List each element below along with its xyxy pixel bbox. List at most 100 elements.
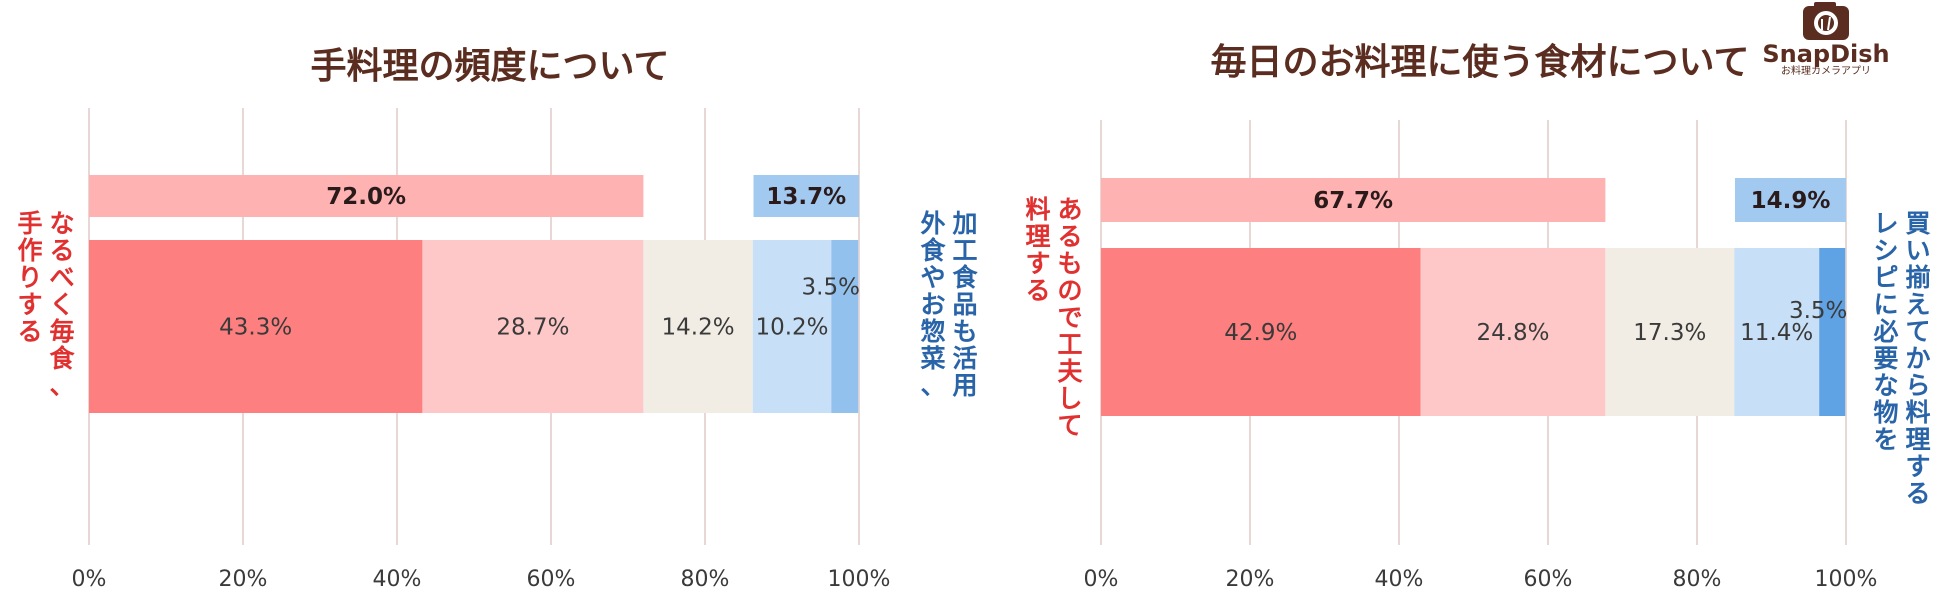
- left-label-char: く: [49, 290, 74, 319]
- right-label-char: 買: [1905, 209, 1930, 238]
- left-label-char: る: [49, 236, 74, 265]
- left-label-char: 理: [1025, 222, 1050, 251]
- right-label-char: に: [1873, 290, 1898, 319]
- left-label-char: る: [1057, 222, 1082, 251]
- left-label-char: 作: [17, 236, 42, 265]
- chart-title: 手料理の頻度について: [311, 46, 670, 87]
- left-label-char: 毎: [49, 317, 74, 346]
- segment-label: 17.3%: [1633, 320, 1706, 346]
- segment-label: 42.9%: [1224, 320, 1297, 346]
- stacked-bar: 42.9% 24.8% 17.3% 11.4%3.5%: [1101, 248, 1847, 416]
- snapdish-logo: SnapDish お料理カメラアプリ: [1762, 2, 1890, 77]
- left-label-char: て: [1057, 411, 1082, 440]
- right-label-char: や: [920, 263, 945, 292]
- bar-segment: [752, 240, 832, 413]
- bar-segment: [1605, 248, 1735, 416]
- right-label-char: ピ: [1873, 263, 1898, 292]
- left-label-char: す: [1025, 249, 1050, 278]
- summary-bars: 72.0% 13.7%: [89, 175, 859, 217]
- summary-label-left: 72.0%: [326, 184, 406, 210]
- right-label-char: 料: [1905, 398, 1930, 427]
- summary-bar-right: [753, 175, 859, 217]
- summary-label-left: 67.7%: [1313, 188, 1393, 214]
- right-label-char: か: [1905, 344, 1930, 373]
- right-label-char: 食: [920, 236, 946, 265]
- summary-bars: 67.7% 14.9%: [1101, 178, 1846, 222]
- x-tick-label: 20%: [219, 567, 268, 592]
- bar-segment: [1819, 248, 1846, 416]
- right-label-char: な: [1873, 371, 1898, 400]
- x-tick-label: 20%: [1226, 567, 1275, 592]
- left-label-char: 夫: [1057, 357, 1083, 386]
- left-label-char: の: [1057, 276, 1082, 305]
- left-label-char: 工: [1057, 330, 1082, 359]
- right-label-char: 揃: [1905, 263, 1930, 292]
- logo-tagline: お料理カメラアプリ: [1781, 64, 1871, 77]
- camera-icon: [1803, 2, 1849, 40]
- left-label-char: 料: [1025, 195, 1050, 224]
- bar-segment: [643, 240, 753, 413]
- right-label-char: 工: [952, 236, 977, 265]
- x-tick-label: 80%: [1673, 567, 1722, 592]
- bar-segment: [1101, 248, 1421, 416]
- right-label-char: レ: [1873, 209, 1898, 238]
- right-label-char: 用: [952, 371, 977, 400]
- right-label-char: シ: [1873, 236, 1898, 265]
- left-label-char: で: [1057, 303, 1082, 332]
- left-label-char: る: [1025, 276, 1050, 305]
- right-label-char: 理: [1905, 425, 1930, 454]
- chart-title: 毎日のお料理に使う食材について: [1211, 42, 1750, 83]
- right-label-char: 外: [920, 209, 945, 238]
- summary-bar-left: [1101, 178, 1606, 222]
- right-label-char: お: [920, 290, 945, 319]
- right-label-char: 要: [1873, 344, 1898, 373]
- right-label-char: 品: [952, 290, 977, 319]
- x-tick-label: 40%: [373, 567, 422, 592]
- left-label-char: し: [1057, 384, 1082, 413]
- left-label-char: も: [1057, 249, 1082, 278]
- right-label-char: も: [952, 317, 977, 346]
- segment-label: 10.2%: [755, 315, 828, 341]
- left-label-char: る: [17, 317, 42, 346]
- left-label-char: す: [17, 290, 42, 319]
- right-label-char: 惣: [920, 317, 945, 346]
- bar-segment: [422, 240, 644, 413]
- bar-segment: [831, 240, 859, 413]
- x-tick-label: 60%: [527, 567, 576, 592]
- left-label-char: べ: [49, 263, 74, 292]
- left-label-char: あ: [1057, 195, 1082, 224]
- summary-label-right: 14.9%: [1751, 188, 1831, 214]
- left-label-char: 食: [49, 344, 75, 373]
- segment-label: 43.3%: [219, 315, 292, 341]
- right-label-char: え: [1905, 290, 1930, 319]
- segment-label: 3.5%: [802, 275, 860, 301]
- bar-segment: [89, 240, 423, 413]
- x-axis-ticks: 0% 20% 40% 60% 80% 100%: [1084, 567, 1878, 592]
- left-label-char: な: [49, 209, 74, 238]
- summary-bar-right: [1734, 178, 1846, 222]
- x-axis-ticks: 0% 20% 40% 60% 80% 100%: [72, 567, 891, 592]
- segment-label: 28.7%: [496, 315, 569, 341]
- left-label-char: り: [17, 263, 42, 292]
- right-label-char: 物: [1873, 398, 1898, 427]
- x-tick-label: 0%: [72, 567, 107, 592]
- right-label-char: 、: [920, 371, 945, 400]
- logo-name: SnapDish: [1762, 40, 1889, 68]
- right-label-char: 活: [952, 344, 977, 373]
- right-label-char: 加: [951, 209, 977, 238]
- right-label-char: 食: [952, 263, 978, 292]
- stacked-bar: 43.3% 28.7% 14.2% 10.2% 3.5%: [89, 240, 860, 413]
- x-tick-label: 0%: [1084, 567, 1119, 592]
- right-label-char: る: [1905, 479, 1930, 508]
- x-tick-label: 60%: [1524, 567, 1573, 592]
- segment-label: 24.8%: [1476, 320, 1549, 346]
- bar-segment: [1420, 248, 1606, 416]
- right-label-char: ら: [1905, 371, 1930, 400]
- left-label-char: 手: [17, 209, 42, 238]
- x-tick-label: 40%: [1375, 567, 1424, 592]
- chart-ingredients: 毎日のお料理に使う食材について 67.7% 14.9% 42.9% 24.8% 17.…: [1025, 42, 1930, 592]
- segment-label: 3.5%: [1789, 298, 1847, 324]
